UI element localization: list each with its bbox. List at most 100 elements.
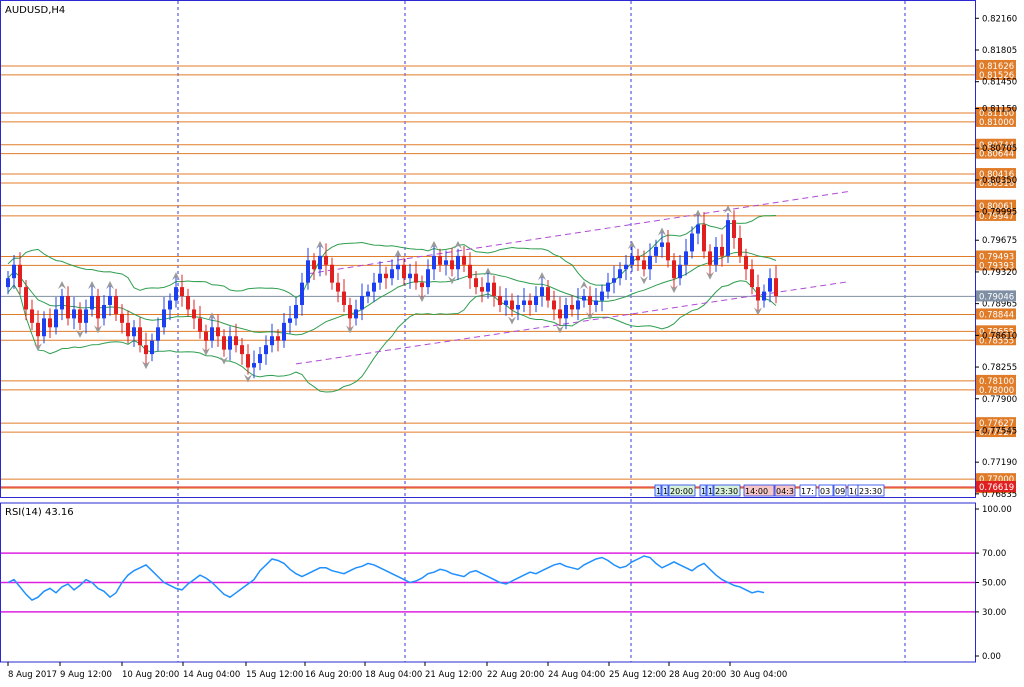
candle-bear — [336, 282, 340, 292]
candle-bull — [252, 363, 256, 368]
candle-bear — [180, 287, 184, 297]
event-tags[interactable]: 1 1 20:00 1 1 23:30 14:00 04:3 17: 03 09 1(23:30 — [654, 484, 885, 497]
candle-bull — [606, 282, 610, 292]
time-axis-label: 15 Aug 12:00 — [246, 670, 303, 680]
time-axis-label: 14 Aug 04:00 — [183, 670, 240, 680]
fractal-up-arrow — [316, 240, 324, 249]
candle-bull — [444, 260, 448, 265]
candle-bear — [30, 309, 34, 323]
candle-bear — [774, 278, 778, 297]
fractal-down-arrow — [76, 329, 84, 338]
price-level-tag — [976, 383, 1016, 395]
fractal-down-arrow — [220, 356, 228, 365]
event-tag[interactable]: 03 — [818, 484, 834, 497]
event-tag-label: 1 — [708, 487, 713, 496]
event-tag[interactable]: 20:00 — [668, 484, 696, 497]
candle-bear — [492, 282, 496, 297]
price-level-label: 0.79493 — [979, 252, 1014, 262]
candle-bear — [312, 260, 316, 270]
event-tag-box — [713, 484, 741, 497]
event-tag[interactable]: 1 — [654, 484, 662, 497]
price-axis-label: 0.82160 — [982, 14, 1017, 24]
event-tag-box — [699, 484, 707, 497]
price-level-label: 0.77527 — [979, 428, 1014, 438]
time-axis-label: 28 Aug 20:00 — [669, 670, 726, 680]
candle-bear — [324, 255, 328, 265]
event-tag[interactable]: 23:30 — [713, 484, 741, 497]
price-level-label: 0.77000 — [979, 475, 1014, 485]
event-tag-label: 1 — [663, 487, 668, 496]
time-axis-label: 24 Aug 04:00 — [548, 670, 605, 680]
candle-bear — [672, 260, 676, 279]
candle-bear — [708, 251, 712, 265]
rsi-axis-label: 70.00 — [982, 549, 1006, 559]
candle-bear — [48, 318, 52, 328]
price-level-label: 0.78844 — [979, 310, 1014, 320]
fractal-down-arrow — [556, 325, 564, 334]
event-tag[interactable]: 14:00 — [743, 484, 775, 497]
event-tag[interactable]: 17: — [799, 484, 817, 497]
candle-bear — [384, 273, 388, 279]
fractal-down-arrow — [142, 361, 150, 370]
price-level-tag — [976, 426, 1016, 438]
event-tag[interactable]: 1 — [706, 484, 714, 497]
event-tag-box — [661, 484, 669, 497]
time-axis-label: 16 Aug 20:00 — [305, 670, 362, 680]
candles — [6, 210, 778, 379]
candle-bear — [744, 255, 748, 270]
candle-bear — [552, 300, 556, 310]
candle-bull — [294, 304, 298, 319]
event-tag-box — [857, 484, 885, 497]
event-tag-box — [743, 484, 775, 497]
fractal-down-arrow — [586, 311, 594, 320]
event-tag[interactable]: 1 — [661, 484, 669, 497]
event-tag[interactable]: 1( — [847, 484, 859, 497]
candle-bear — [222, 336, 226, 350]
price-level-label: 0.80744 — [979, 141, 1014, 151]
price-level-label: 0.80316 — [979, 179, 1014, 189]
candle-bear — [528, 300, 532, 305]
fractal-up-arrow — [208, 312, 216, 321]
rsi-axis-label: 50.00 — [982, 579, 1006, 589]
candle-bull — [408, 273, 412, 279]
fractal-down-arrow — [706, 271, 714, 280]
rsi-axis-label: 30.00 — [982, 608, 1006, 618]
candle-bear — [750, 269, 754, 288]
candle-bull — [108, 296, 112, 305]
bollinger-lower — [7, 280, 777, 393]
candle-bear — [588, 296, 592, 305]
time-axis-label: 30 Aug 04:00 — [730, 670, 787, 680]
candle-bull — [396, 264, 400, 270]
event-tag-label: 17: — [801, 487, 814, 496]
fractal-down-arrow — [418, 294, 426, 303]
price-level-tag — [976, 259, 1016, 271]
candle-bear — [510, 300, 514, 310]
current-price-label: 0.79046 — [979, 292, 1014, 302]
candle-bull — [378, 273, 382, 283]
event-tag[interactable]: 09 — [833, 484, 847, 497]
candle-bull — [684, 251, 688, 265]
candle-bull — [84, 309, 88, 323]
candle-bull — [678, 264, 682, 279]
price-axis-label: 0.80350 — [982, 176, 1017, 186]
candle-bull — [582, 296, 586, 301]
candle-bear — [468, 264, 472, 279]
candle-bear — [462, 255, 466, 265]
candle-bear — [558, 309, 562, 319]
candle-bear — [18, 264, 22, 288]
price-axis-label: 0.78965 — [982, 300, 1017, 310]
event-tag-label: 23:30 — [859, 487, 882, 496]
event-tag[interactable]: 04:3 — [774, 484, 796, 497]
price-level-tag — [976, 199, 1016, 211]
event-tag-label: 20:00 — [670, 487, 693, 496]
candle-bear — [114, 296, 118, 314]
bollinger-middle — [7, 251, 777, 336]
event-tag[interactable]: 23:30 — [857, 484, 885, 497]
candle-bear — [120, 313, 124, 323]
price-axis-label: 0.78610 — [982, 331, 1017, 341]
event-tag[interactable]: 1 — [699, 484, 707, 497]
candle-bear — [420, 282, 424, 288]
